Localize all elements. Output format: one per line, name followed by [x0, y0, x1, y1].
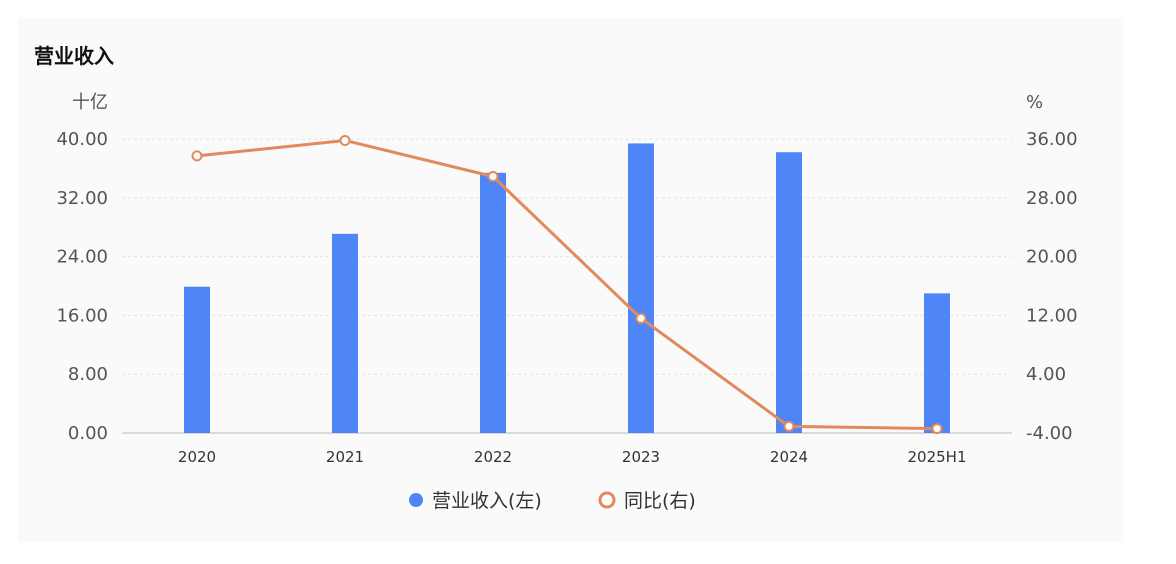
line-point	[487, 170, 499, 182]
legend-bar-marker	[409, 493, 423, 507]
x-tick-label: 2021	[326, 448, 364, 466]
left-tick-label: 16.00	[56, 305, 108, 326]
right-axis-unit: %	[1026, 92, 1043, 113]
legend-bar-label: 营业收入(左)	[432, 490, 542, 512]
chart-title: 营业收入	[34, 44, 114, 68]
right-tick-label: -4.00	[1026, 423, 1073, 444]
x-tick-label: 2023	[622, 448, 660, 466]
left-tick-label: 8.00	[68, 364, 108, 385]
chart-card	[18, 18, 1124, 542]
bar	[184, 286, 210, 433]
right-tick-label: 20.00	[1026, 247, 1078, 268]
right-tick-label: 4.00	[1026, 364, 1066, 385]
line-point	[339, 134, 351, 146]
right-tick-label: 36.00	[1026, 129, 1078, 150]
bar	[480, 172, 506, 433]
line-point	[191, 150, 203, 162]
legend-line-label: 同比(右)	[624, 490, 696, 512]
line-series-path	[196, 138, 938, 431]
left-tick-label: 32.00	[56, 188, 108, 209]
x-tick-label: 2024	[770, 448, 808, 466]
line-point	[931, 423, 943, 435]
left-tick-label: 24.00	[56, 247, 108, 268]
left-axis-unit: 十亿	[72, 92, 108, 113]
line-point	[635, 312, 647, 324]
bar	[628, 143, 654, 433]
x-tick-label: 2022	[474, 448, 512, 466]
bar	[332, 233, 358, 433]
line-point	[783, 420, 795, 432]
bar	[776, 152, 802, 434]
bar	[924, 293, 950, 433]
left-tick-label: 0.00	[68, 423, 108, 444]
x-tick-label: 2020	[178, 448, 216, 466]
x-tick-label: 2025H1	[908, 448, 967, 466]
right-tick-label: 12.00	[1026, 305, 1078, 326]
right-tick-label: 28.00	[1026, 188, 1078, 209]
left-tick-label: 40.00	[56, 129, 108, 150]
legend-line-marker	[598, 491, 616, 509]
